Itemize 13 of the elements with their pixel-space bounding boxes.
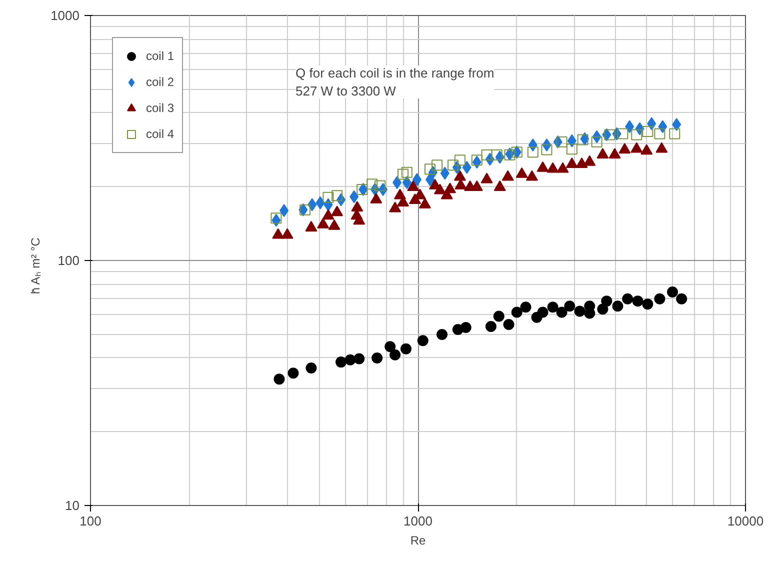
annotation: Q for each coil is in the range from 527 W to 3300 W xyxy=(296,66,494,98)
legend-label: coil 4 xyxy=(146,127,174,141)
x-tick-label: 100 xyxy=(80,514,102,528)
y-tick-label: 10 xyxy=(65,498,80,513)
y-tick-label: 1000 xyxy=(50,8,80,23)
x-axis-title: Re xyxy=(410,534,426,548)
y-axis-title: h̄ Aₕ m² °C xyxy=(28,237,43,294)
y-tick-label: 100 xyxy=(58,253,80,268)
legend-label: coil 2 xyxy=(146,75,174,89)
x-tick-label: 1000 xyxy=(404,514,432,528)
legend-label: coil 1 xyxy=(146,49,174,63)
x-tick-label: 10000 xyxy=(727,514,764,528)
legend-label: coil 3 xyxy=(146,101,174,115)
